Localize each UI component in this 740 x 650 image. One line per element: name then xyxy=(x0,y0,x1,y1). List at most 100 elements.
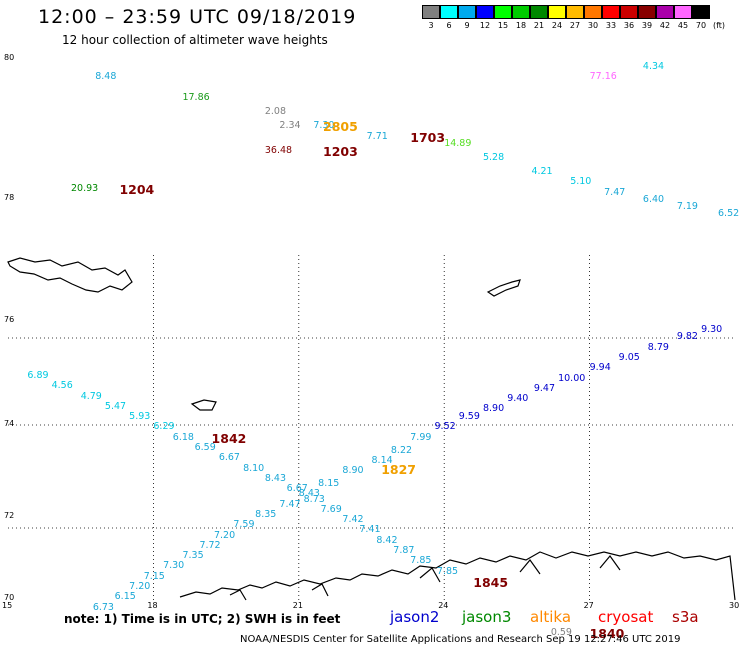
latitude-label: 70 xyxy=(4,593,15,602)
legend-swatch: 6 xyxy=(440,5,458,30)
wave-height-value: 7.20 xyxy=(213,529,236,541)
legend-label: 9 xyxy=(464,21,470,30)
footer-note: note: 1) Time is in UTC; 2) SWH is in fe… xyxy=(64,612,341,626)
norway-inlet-3 xyxy=(419,567,441,583)
lat-lon-grid xyxy=(8,255,735,600)
wave-height-value: 8.90 xyxy=(482,403,505,415)
wave-height-value: 6.73 xyxy=(92,601,114,613)
legend-color-box xyxy=(656,5,674,19)
wave-height-value: 7.85 xyxy=(436,565,459,577)
wave-height-value: 8.35 xyxy=(255,508,277,520)
legend-label: 21 xyxy=(533,21,545,30)
legend-label: 12 xyxy=(479,21,491,30)
latitude-label: 74 xyxy=(4,419,15,428)
legend-swatch: 30 xyxy=(584,5,602,30)
satellite-name: jason3 xyxy=(462,608,512,626)
wave-height-value: 6.29 xyxy=(153,421,175,433)
wave-height-value: 7.47 xyxy=(279,498,301,510)
wave-height-value: 8.14 xyxy=(371,454,393,466)
legend-label: 39 xyxy=(641,21,653,30)
wave-height-value: 7.30 xyxy=(313,120,335,131)
latitude-label: 80 xyxy=(4,53,15,62)
wave-height-value: 7.87 xyxy=(393,545,415,557)
wave-height-value: 9.94 xyxy=(589,362,611,374)
wave-height-value: 6.52 xyxy=(718,207,740,219)
wave-height-value: 8.73 xyxy=(303,493,325,505)
satellite-name: altika xyxy=(530,608,572,626)
legend-color-box xyxy=(566,5,584,19)
legend-color-box xyxy=(476,5,494,19)
wave-height-value: 5.10 xyxy=(570,176,592,187)
wave-height-value: 5.28 xyxy=(482,151,505,163)
wave-height-value: 9.82 xyxy=(676,331,698,343)
wave-height-value: 7.72 xyxy=(199,539,221,551)
wave-height-value: 7.99 xyxy=(410,431,432,443)
svalbard-coast xyxy=(7,257,133,293)
wave-height-value: 8.43 xyxy=(264,472,287,484)
legend-color-box xyxy=(692,5,710,19)
wave-height-value: 8.90 xyxy=(342,465,364,477)
satellite-name: jason2 xyxy=(390,608,440,626)
wave-height-value: 8.79 xyxy=(647,341,669,353)
legend-swatch: 70 xyxy=(692,5,710,30)
wave-height-value: 9.05 xyxy=(618,351,640,363)
wave-height-value: 7.59 xyxy=(233,519,255,531)
legend-swatch: 45 xyxy=(674,5,692,30)
legend-swatch: 24 xyxy=(548,5,566,30)
kong-karls-land-coast xyxy=(486,279,521,297)
wave-height-value: 20.93 xyxy=(71,183,99,194)
legend-label: 6 xyxy=(446,21,452,30)
legend-color-box xyxy=(494,5,512,19)
wave-height-value: 9.40 xyxy=(507,393,529,405)
wave-height-value: 7.20 xyxy=(129,581,151,593)
longitude-label: 27 xyxy=(583,601,594,610)
wave-height-value: 7.71 xyxy=(366,130,388,142)
wave-height-value: 9.52 xyxy=(434,421,456,433)
wave-height-value: 7.42 xyxy=(342,514,364,526)
wave-height-value: 10.00 xyxy=(558,372,586,384)
wave-height-value: 7.19 xyxy=(676,200,698,212)
wave-height-value: 17.86 xyxy=(182,92,210,103)
wave-height-value: 2.34 xyxy=(279,120,301,131)
wave-height-value: 36.48 xyxy=(264,144,293,156)
legend-color-box xyxy=(638,5,656,19)
legend-swatch: 15 xyxy=(494,5,512,30)
wave-height-value: 7.85 xyxy=(410,555,432,567)
wave-height-value: 6.67 xyxy=(286,483,308,495)
legend-swatch: 18 xyxy=(512,5,530,30)
latitude-label: 78 xyxy=(4,193,15,202)
wave-height-value: 0.59 xyxy=(550,627,572,639)
bear-island-coast xyxy=(190,399,217,411)
wave-height-value: 4.56 xyxy=(51,380,73,392)
wave-height-value: 7.47 xyxy=(604,186,626,198)
legend-color-box xyxy=(548,5,566,19)
satellite-name: s3a xyxy=(672,608,699,626)
wave-height-value: 7.30 xyxy=(163,560,185,572)
credit-line: NOAA/NESDIS Center for Satellite Applica… xyxy=(240,634,681,645)
coastline xyxy=(7,257,736,601)
latitude-label: 76 xyxy=(4,315,15,324)
map-title: 12:00 – 23:59 UTC 09/18/2019 xyxy=(38,6,357,28)
pass-time-label: 1703 xyxy=(410,129,446,145)
legend-swatch: 21 xyxy=(530,5,548,30)
legend-swatch: 42 xyxy=(656,5,674,30)
legend-swatch: 12 xyxy=(476,5,494,30)
legend-swatch: 3 xyxy=(422,5,440,30)
norway-inlet-5 xyxy=(599,555,621,571)
legend-swatch: 33 xyxy=(602,5,620,30)
satellite-name: cryosat xyxy=(598,608,654,626)
norway-inlet-2 xyxy=(311,583,329,597)
legend-label: 24 xyxy=(551,21,563,30)
wave-height-value: 6.15 xyxy=(114,591,136,603)
wave-height-value: 8.42 xyxy=(376,534,398,546)
wave-height-value: 8.15 xyxy=(318,478,340,490)
wave-height-value: 4.79 xyxy=(80,390,102,402)
wave-height-value: 6.89 xyxy=(27,369,49,381)
legend-color-box xyxy=(440,5,458,19)
wave-height-value: 6.59 xyxy=(194,442,216,454)
legend-swatch: 9 xyxy=(458,5,476,30)
legend-label: 3 xyxy=(428,21,434,30)
legend-color-box xyxy=(530,5,548,19)
wave-height-value: 6.67 xyxy=(218,452,240,464)
